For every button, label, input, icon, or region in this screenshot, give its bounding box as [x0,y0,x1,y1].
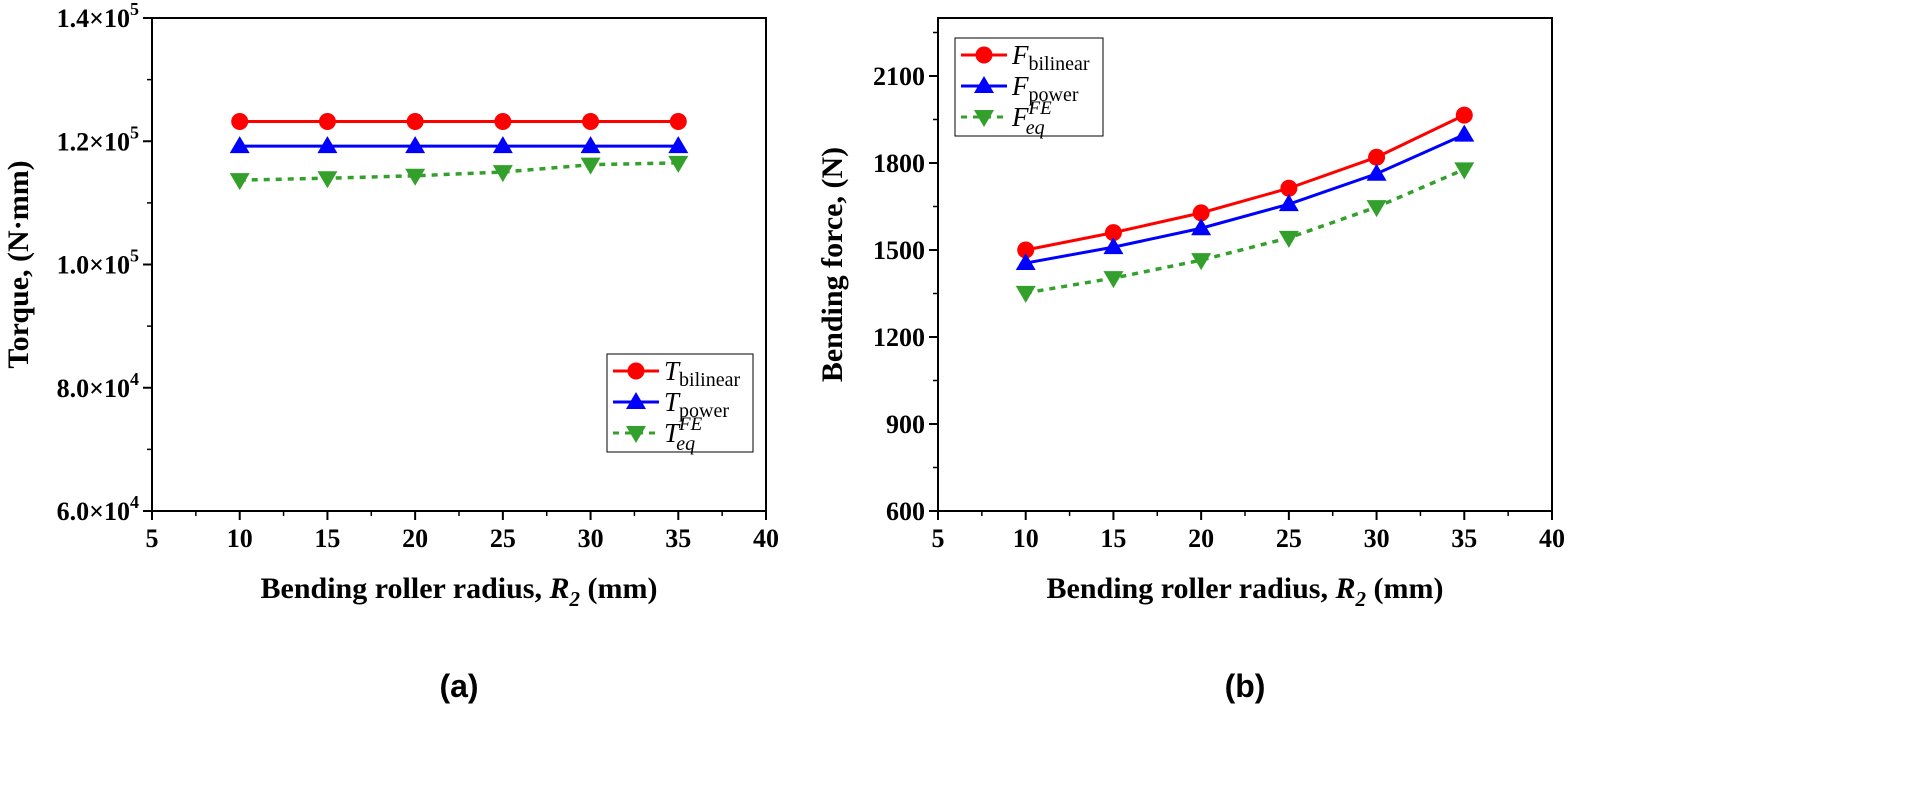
data-point [1366,163,1387,181]
legend-entry: Fbilinear [1011,40,1090,75]
data-point [1454,162,1475,180]
data-point [1280,179,1298,197]
legend-entry: FFE eq [1011,98,1052,139]
data-point [492,136,513,154]
data-point [1103,237,1124,255]
y-tick-label: 1.0×105 [57,246,139,280]
data-point [406,113,424,131]
x-tick-label: 20 [402,524,428,553]
y-tick-label: 1800 [873,149,925,178]
data-point [1017,241,1035,259]
x-tick-label: 35 [1451,524,1477,553]
y-axis-title: Torque, (N·mm) [2,160,35,368]
x-tick-label: 5 [932,524,945,553]
data-point [317,171,338,189]
data-point [580,157,601,175]
legend-entry: Fpower [1011,71,1079,106]
data-point [582,113,600,131]
legend-marker [974,110,994,127]
data-point [1191,253,1212,271]
data-point [1278,230,1299,248]
series-eq [1015,162,1475,303]
series-bilinear [231,113,687,131]
series-line [1025,133,1465,265]
x-tick-label: 25 [490,524,516,553]
x-tick-label: 15 [1100,524,1126,553]
data-point [229,173,250,191]
series-eq [229,155,689,191]
x-tick-label: 5 [146,524,159,553]
data-point [1366,200,1387,218]
series-power [229,136,689,154]
y-tick-label: 2100 [873,62,925,91]
legend-marker [626,426,646,443]
x-tick-label: 30 [578,524,604,553]
y-tick-label: 1500 [873,236,925,265]
y-tick-label: 8.0×104 [57,369,139,403]
legend-marker [975,46,993,64]
series-line [1025,113,1465,252]
series-line [1025,167,1465,295]
y-tick-label: 1.2×105 [57,122,139,156]
y-tick-label: 600 [886,497,925,526]
legend-entry: Tbilinear [664,356,740,391]
x-tick-label: 40 [753,524,779,553]
x-tick-label: 40 [1539,524,1565,553]
x-tick-label: 35 [665,524,691,553]
data-point [1455,106,1473,124]
data-point [405,136,426,154]
series-line [239,161,679,182]
legend-entry: TFE eq [664,414,703,455]
y-tick-label: 900 [886,410,925,439]
chart-panel-b: 5 10 15 20 25 30 35 40 600 900 1200 1500 1800 2100 Ben… [816,17,1565,704]
chart-panel-a: 5 10 15 20 25 30 35 40 6.0×104 8.0×104 1.0×105 1.2×… [2,0,779,704]
x-tick-label: 30 [1364,524,1390,553]
x-tick-label: 20 [1188,524,1214,553]
data-point [1192,204,1210,222]
data-point [229,136,250,154]
data-point [668,155,689,173]
data-point [494,113,512,131]
x-tick-label: 25 [1276,524,1302,553]
legend-marker [627,362,645,380]
data-point [580,136,601,154]
legend-marker [974,76,994,93]
data-point [318,113,336,131]
data-point [1278,194,1299,212]
data-point [1103,271,1124,289]
data-point [405,168,426,186]
x-axis-title: Bending roller radius, R2 (mm) [1047,572,1444,611]
data-point [1368,148,1386,166]
data-point [1015,253,1036,271]
data-point [317,136,338,154]
panel-label: (a) [439,668,478,704]
data-point [669,113,687,131]
data-point [1015,285,1036,303]
legend-marker [626,392,646,409]
data-point [1191,218,1212,236]
y-tick-label: 1.4×105 [57,0,139,33]
series-power [1015,124,1475,271]
legend-entry: Tpower [664,387,729,422]
x-tick-label: 15 [314,524,340,553]
data-point [1454,124,1475,142]
data-point [1104,224,1122,242]
y-tick-label: 1200 [873,323,925,352]
series-bilinear [1017,106,1473,259]
x-tick-label: 10 [227,524,253,553]
y-tick-label: 6.0×104 [57,492,139,526]
x-axis-title: Bending roller radius, R2 (mm) [261,572,658,611]
data-point [668,136,689,154]
x-tick-label: 10 [1013,524,1039,553]
y-axis-title: Bending force, (N) [816,147,849,382]
data-point [231,113,249,131]
data-point [492,165,513,183]
panel-label: (b) [1225,668,1266,704]
